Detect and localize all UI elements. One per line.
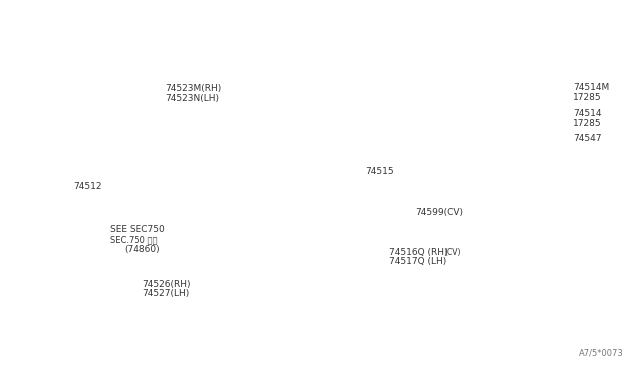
Text: SEE SEC750: SEE SEC750 — [110, 225, 165, 234]
Text: 74527(LH): 74527(LH) — [142, 289, 189, 298]
Text: 74523N(LH): 74523N(LH) — [165, 94, 219, 103]
Text: A7/5*0073: A7/5*0073 — [579, 349, 624, 358]
Text: (CV): (CV) — [445, 248, 461, 257]
Text: 17285: 17285 — [573, 93, 602, 102]
Text: 17285: 17285 — [573, 119, 602, 128]
Text: SEC.750 参照: SEC.750 参照 — [110, 235, 157, 244]
Text: (74860): (74860) — [124, 245, 160, 254]
Text: 74599(CV): 74599(CV) — [415, 208, 463, 217]
Text: 74523M(RH): 74523M(RH) — [165, 84, 221, 93]
Text: 74515: 74515 — [365, 167, 394, 176]
Text: 74514: 74514 — [573, 109, 602, 118]
Text: 74514M: 74514M — [573, 83, 609, 92]
Text: 74516Q (RH): 74516Q (RH) — [389, 248, 447, 257]
Text: 74547: 74547 — [573, 134, 602, 143]
Text: 74512: 74512 — [74, 182, 102, 191]
Text: 74526(RH): 74526(RH) — [142, 280, 191, 289]
Text: 74517Q (LH): 74517Q (LH) — [389, 257, 446, 266]
